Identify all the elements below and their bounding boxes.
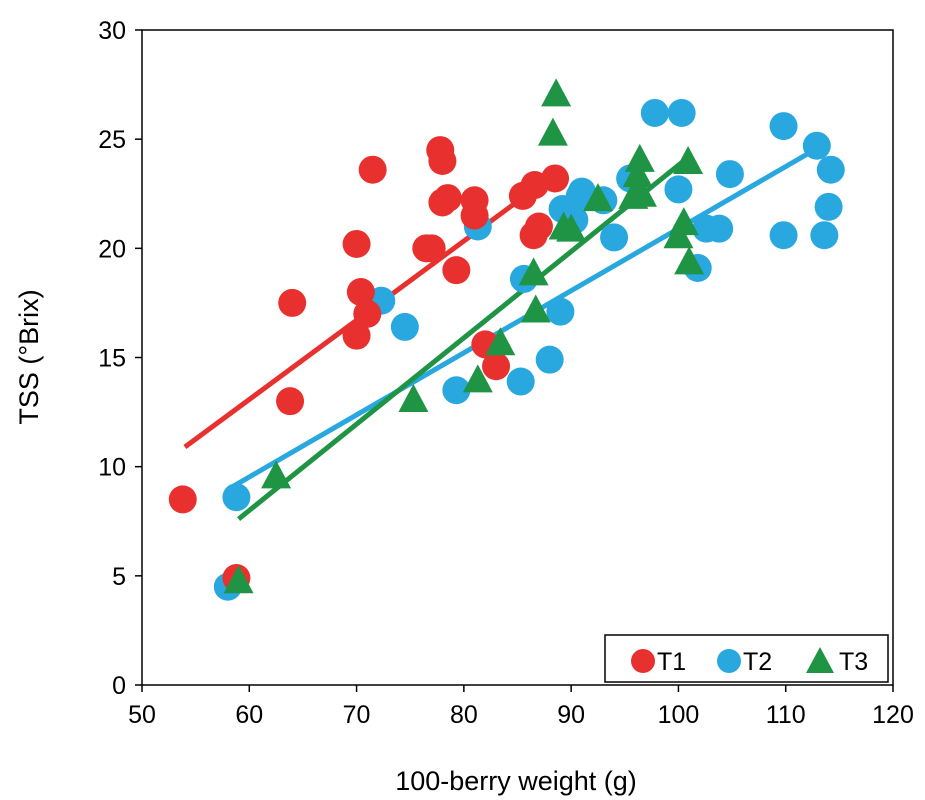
data-point-t2 <box>600 223 629 252</box>
legend-marker-t2 <box>717 649 741 673</box>
legend-label-t1: T1 <box>657 648 686 676</box>
data-point-t2 <box>546 297 575 326</box>
y-tick-label: 30 <box>98 17 126 45</box>
legend-label-t3: T3 <box>839 648 868 676</box>
data-point-t3 <box>582 183 613 212</box>
x-tick-label: 50 <box>128 701 156 729</box>
data-point-t3 <box>537 117 568 146</box>
data-point-t3 <box>541 78 572 107</box>
data-point-t3 <box>622 159 653 188</box>
y-tick-label: 20 <box>98 235 126 263</box>
data-point-t3 <box>556 213 587 242</box>
data-point-t1 <box>433 184 462 213</box>
data-point-t1 <box>541 164 570 193</box>
data-point-t1 <box>524 212 553 241</box>
data-points <box>168 78 845 601</box>
x-tick-label: 70 <box>343 701 371 729</box>
data-point-t3 <box>668 207 699 236</box>
data-point-t3 <box>485 327 516 356</box>
data-point-t1 <box>353 299 382 328</box>
data-point-t2 <box>640 98 669 127</box>
data-point-t3 <box>261 460 292 489</box>
data-point-t1 <box>428 147 457 175</box>
data-point-t2 <box>222 483 251 512</box>
legend: T1 T2 T3 <box>604 634 889 683</box>
y-tick-label: 5 <box>112 563 126 591</box>
x-tick-label: 90 <box>557 701 585 729</box>
data-point-t2 <box>390 312 419 341</box>
data-point-t3 <box>520 294 551 323</box>
data-point-t1 <box>358 155 387 184</box>
legend-marker-t1 <box>631 649 655 673</box>
data-point-t2 <box>816 155 845 184</box>
data-point-t3 <box>626 178 657 207</box>
y-tick-label: 15 <box>98 345 126 373</box>
data-point-t1 <box>442 256 471 285</box>
y-tick-label: 10 <box>98 454 126 482</box>
x-tick-label: 110 <box>766 701 806 729</box>
data-point-t2 <box>769 112 798 141</box>
data-point-t2 <box>667 98 696 127</box>
data-point-t1 <box>342 229 371 258</box>
data-point-t1 <box>417 234 446 263</box>
data-point-t2 <box>715 160 744 189</box>
data-point-t1 <box>278 288 307 317</box>
data-point-t2 <box>664 175 693 204</box>
trend-line-t3 <box>236 154 691 522</box>
legend-marker-t3 <box>806 647 834 673</box>
x-axis-ticks: 50 60 70 80 90 100 110 120 <box>128 685 914 729</box>
data-point-t3 <box>518 257 549 286</box>
data-point-t1 <box>482 352 511 381</box>
x-tick-label: 120 <box>872 701 914 729</box>
data-point-t2 <box>442 376 471 405</box>
y-tick-label: 25 <box>98 126 126 154</box>
y-tick-label: 0 <box>112 672 126 700</box>
data-point-t2 <box>535 345 564 374</box>
data-point-t2 <box>802 131 831 160</box>
data-point-t2 <box>567 177 596 206</box>
data-point-t1 <box>460 201 489 230</box>
data-point-t3 <box>462 364 493 393</box>
data-point-t1 <box>276 387 305 416</box>
data-point-t3 <box>673 146 704 174</box>
legend-label-t2: T2 <box>743 648 772 676</box>
data-point-t3 <box>223 565 254 594</box>
data-point-t3 <box>624 143 655 172</box>
data-point-t2 <box>705 214 734 243</box>
data-point-t1 <box>346 278 375 306</box>
data-point-t3 <box>674 246 705 275</box>
x-axis-title: 100-berry weight (g) <box>395 766 637 796</box>
data-point-t2 <box>810 221 839 250</box>
x-tick-label: 60 <box>235 701 263 729</box>
data-point-t3 <box>398 383 429 412</box>
y-axis-title: TSS (°Brix) <box>14 289 44 424</box>
data-point-t2 <box>506 367 535 396</box>
y-axis-ticks: 0 5 10 15 20 25 30 <box>98 17 142 700</box>
x-tick-label: 80 <box>450 701 478 729</box>
data-point-t2 <box>769 221 798 250</box>
x-tick-label: 100 <box>658 701 700 729</box>
data-point-t2 <box>814 192 843 221</box>
data-point-t1 <box>342 321 371 350</box>
data-point-t1 <box>168 485 197 514</box>
